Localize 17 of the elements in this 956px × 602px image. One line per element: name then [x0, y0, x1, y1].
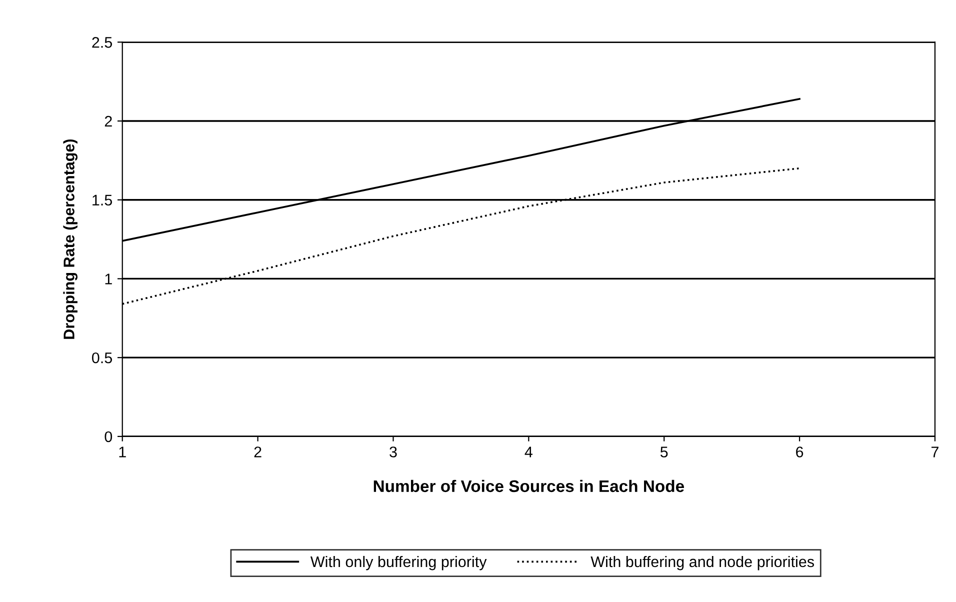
x-tick-label: 7	[932, 446, 938, 458]
x-tick-label: 2	[254, 446, 262, 458]
x-tick-label: 4	[524, 446, 532, 458]
legend-label: With buffering and node priorities	[590, 556, 814, 570]
x-tick-label: 5	[660, 446, 668, 458]
y-tick-label: 1.5	[92, 194, 112, 206]
y-axis-title: Dropping Rate (percentage)	[63, 139, 78, 339]
x-tick-label: 1	[119, 446, 126, 458]
x-axis-title: Number of Voice Sources in Each Node	[374, 480, 684, 492]
y-tick-label: 0.5	[92, 352, 112, 364]
y-tick-label: 0	[104, 431, 112, 442]
y-tick-label: 1	[105, 274, 112, 284]
y-tick-label: 2	[104, 116, 112, 127]
x-tick-label: 3	[390, 446, 397, 458]
x-tick-label: 6	[796, 446, 804, 458]
y-tick-label: 2.5	[92, 37, 112, 48]
legend-label: With only buffering priority	[310, 556, 487, 570]
